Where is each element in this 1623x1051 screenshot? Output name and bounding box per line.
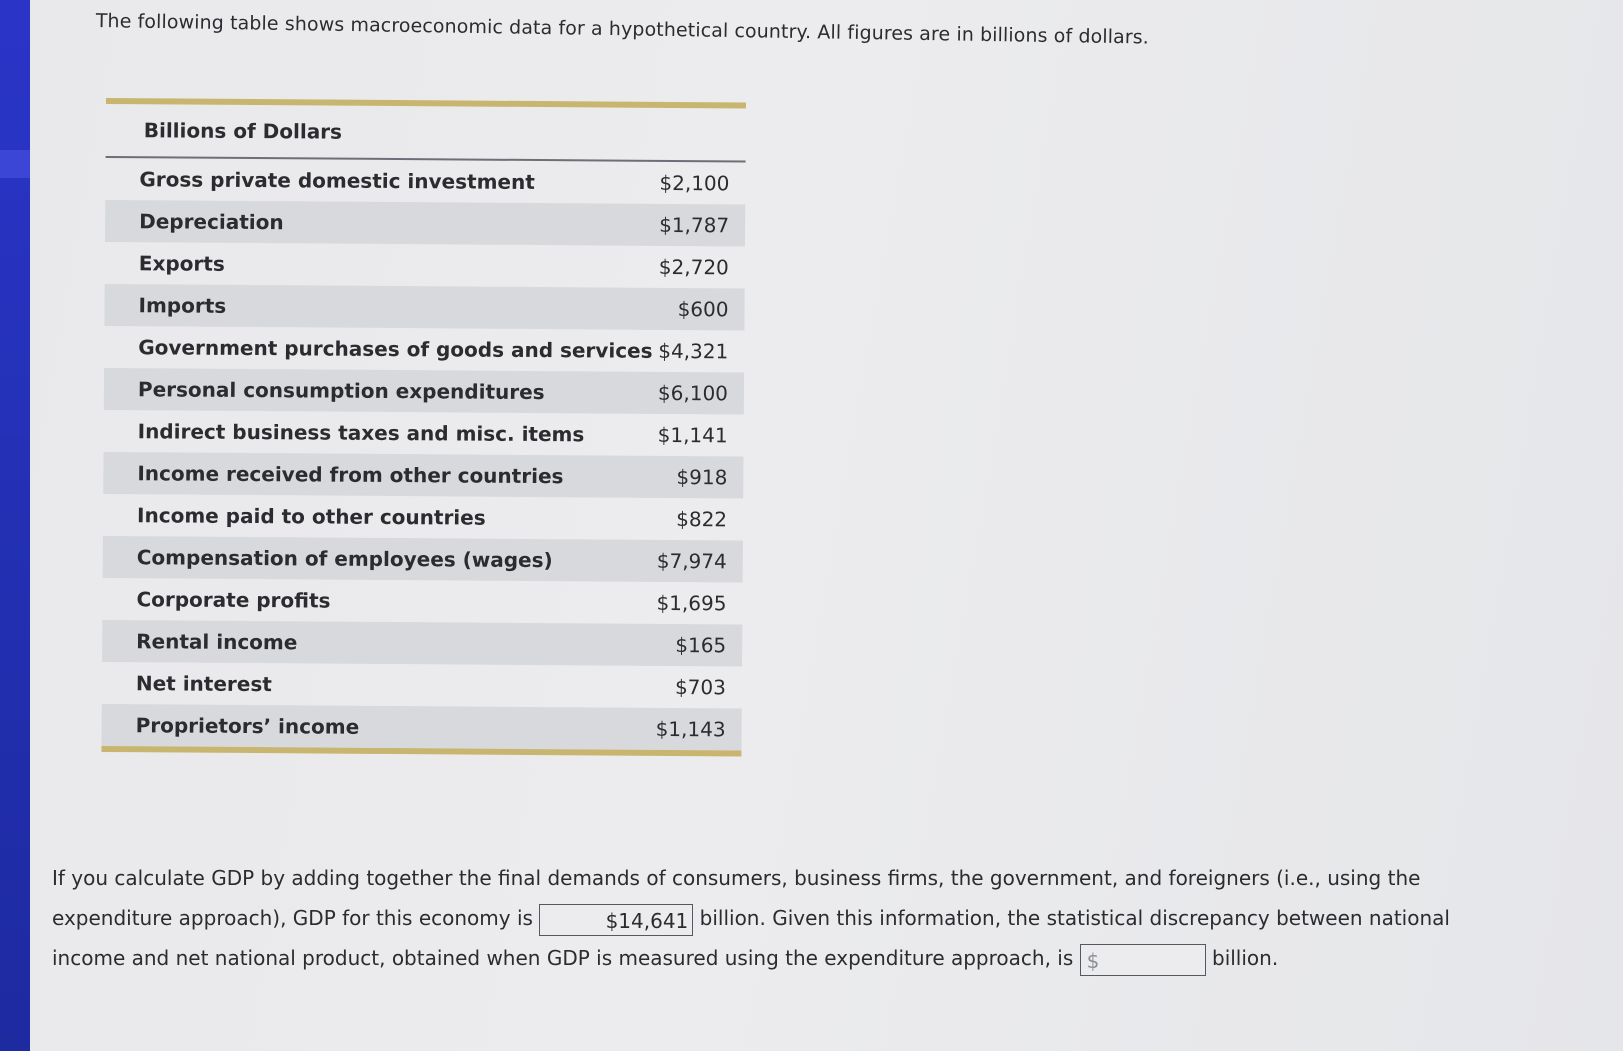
row-value: $918	[676, 464, 728, 490]
row-value: $600	[677, 296, 729, 322]
row-label: Gross private domestic investment	[139, 167, 535, 194]
left-edge-stripe	[0, 150, 30, 178]
row-label: Income received from other countries	[137, 461, 564, 489]
table-row: Rental income $165	[102, 619, 743, 667]
row-value: $2,720	[658, 254, 729, 280]
row-value: $703	[674, 674, 726, 700]
row-label: Imports	[138, 293, 227, 318]
row-value: $165	[675, 632, 727, 658]
row-label: Personal consumption expenditures	[137, 377, 545, 405]
question-part-3: billion.	[1212, 946, 1279, 970]
row-value: $7,974	[656, 548, 727, 574]
row-value: $1,695	[656, 590, 727, 616]
row-value: $1,141	[657, 422, 728, 448]
row-value: $1,787	[659, 212, 730, 238]
table-row: Proprietors’ income $1,143	[101, 703, 742, 751]
row-value: $822	[676, 506, 728, 532]
row-value: $4,321	[658, 338, 729, 364]
row-label: Depreciation	[139, 209, 284, 235]
table-row: Exports $2,720	[105, 242, 745, 288]
row-value: $6,100	[657, 380, 729, 406]
table-header: Billions of Dollars	[105, 103, 746, 163]
question-page: The following table shows macroeconomic …	[30, 0, 1623, 1051]
row-label: Proprietors’ income	[135, 713, 360, 739]
table-row: Income paid to other countries $822	[103, 494, 743, 540]
table-row: Income received from other countries $91…	[103, 451, 744, 499]
row-label: Net interest	[135, 671, 272, 697]
table-row: Personal consumption expenditures $6,100	[103, 367, 745, 415]
row-label: Rental income	[136, 629, 298, 655]
row-label: Indirect business taxes and misc. items	[137, 419, 585, 447]
row-label: Government purchases of goods and servic…	[138, 335, 653, 363]
question-part-2: billion. Given this information, the sta…	[52, 906, 1450, 970]
left-edge-bar	[0, 0, 30, 1051]
table-row: Government purchases of goods and servic…	[104, 326, 744, 372]
table-row: Corporate profits $1,695	[102, 578, 742, 624]
row-label: Exports	[138, 251, 225, 276]
row-label: Corporate profits	[136, 587, 331, 613]
table-row: Imports $600	[104, 283, 745, 331]
row-label: Income paid to other countries	[137, 503, 486, 530]
table-row: Compensation of employees (wages) $7,974	[102, 535, 743, 583]
question-part-1: If you calculate GDP by adding together …	[52, 866, 1421, 930]
table-row: Indirect business taxes and misc. items …	[104, 410, 744, 456]
row-value: $2,100	[659, 170, 730, 196]
row-value: $1,143	[655, 716, 726, 742]
table-row: Depreciation $1,787	[104, 199, 746, 247]
table-row: Gross private domestic investment $2,100	[105, 158, 745, 204]
row-label: Compensation of employees (wages)	[136, 545, 553, 573]
question-text: If you calculate GDP by adding together …	[52, 858, 1522, 978]
table-row: Net interest $703	[102, 662, 742, 708]
discrepancy-answer-field[interactable]: $	[1079, 943, 1206, 976]
data-table: Billions of Dollars Gross private domest…	[101, 98, 746, 757]
intro-text: The following table shows macroeconomic …	[95, 10, 1150, 49]
gdp-answer-field[interactable]: $14,641	[539, 903, 694, 936]
